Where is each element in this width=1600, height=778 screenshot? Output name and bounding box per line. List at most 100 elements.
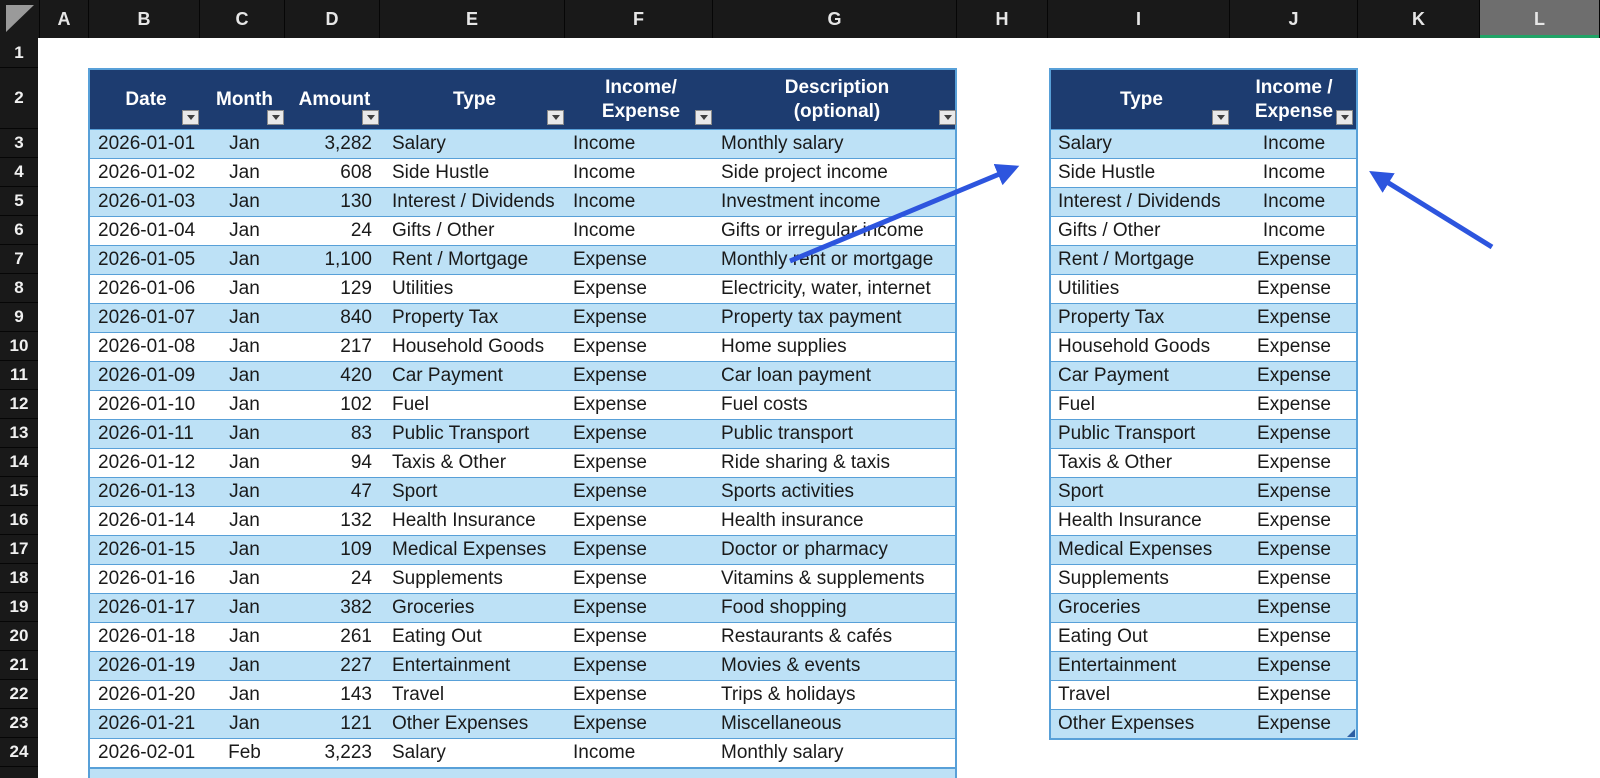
cell-date[interactable]: 2026-01-02 (98, 162, 196, 183)
cell-month[interactable]: Jan (229, 481, 260, 502)
cell-income-expense[interactable]: Expense (573, 307, 647, 328)
cell-income-expense[interactable]: Income (1262, 220, 1326, 241)
cell-amount[interactable]: 261 (340, 626, 372, 647)
cell-income-expense[interactable]: Expense (1257, 655, 1331, 676)
cell-date[interactable]: 2026-01-16 (98, 568, 196, 589)
row-header[interactable]: 18 (0, 564, 38, 593)
cell-income-expense[interactable]: Expense (1257, 568, 1331, 589)
column-header[interactable]: C (200, 0, 285, 38)
cell-date[interactable]: 2026-01-18 (98, 626, 196, 647)
cell-income-expense[interactable]: Income (573, 191, 636, 212)
column-header[interactable]: H (957, 0, 1048, 38)
cell-date[interactable]: 2026-01-14 (98, 510, 196, 531)
cell-amount[interactable]: 109 (340, 539, 372, 560)
row-header[interactable]: 5 (0, 187, 38, 216)
cell-type[interactable]: Taxis & Other (1058, 452, 1173, 473)
cell-amount[interactable]: 129 (340, 278, 372, 299)
cell-income-expense[interactable]: Income (1262, 133, 1326, 154)
cell-type[interactable]: Side Hustle (1058, 162, 1156, 183)
cell-amount[interactable]: 24 (350, 568, 372, 589)
cell-month[interactable]: Jan (229, 655, 260, 676)
cell-description[interactable]: Property tax payment (721, 307, 902, 328)
row-header[interactable]: 4 (0, 158, 38, 187)
cell-income-expense[interactable]: Expense (1257, 278, 1331, 299)
cell-amount[interactable]: 94 (350, 452, 372, 473)
cell-description[interactable]: Car loan payment (721, 365, 871, 386)
cell-description[interactable]: Miscellaneous (721, 713, 842, 734)
cell-type[interactable]: Health Insurance (1058, 510, 1202, 531)
cell-type[interactable]: Fuel (392, 394, 429, 415)
cell-description[interactable]: Gifts or irregular income (721, 220, 924, 241)
cell-date[interactable]: 2026-01-06 (98, 278, 196, 299)
cell-amount[interactable]: 227 (340, 655, 372, 676)
cell-description[interactable]: Sports activities (721, 481, 855, 502)
cell-description[interactable]: Monthly salary (721, 742, 844, 763)
filter-button-lookup-type[interactable] (1212, 110, 1229, 125)
cell-month[interactable]: Jan (229, 191, 260, 212)
cell-amount[interactable]: 143 (340, 684, 372, 705)
cell-type[interactable]: Salary (392, 742, 446, 763)
column-header[interactable]: I (1048, 0, 1230, 38)
column-header[interactable]: D (285, 0, 380, 38)
cell-income-expense[interactable]: Income (1262, 162, 1326, 183)
cell-type[interactable]: Property Tax (392, 307, 499, 328)
cell-month[interactable]: Jan (229, 220, 260, 241)
cell-date[interactable]: 2026-01-17 (98, 597, 196, 618)
filter-button-amount[interactable] (362, 110, 379, 125)
cell-income-expense[interactable]: Expense (573, 713, 647, 734)
cell-type[interactable]: Entertainment (1058, 655, 1177, 676)
row-header[interactable]: 14 (0, 448, 38, 477)
cell-type[interactable]: Gifts / Other (392, 220, 495, 241)
cell-income-expense[interactable]: Income (573, 742, 636, 763)
select-all-corner[interactable] (0, 0, 40, 38)
cell-type[interactable]: Interest / Dividends (1058, 191, 1221, 212)
row-header[interactable]: 17 (0, 535, 38, 564)
cell-month[interactable]: Feb (228, 742, 261, 763)
cell-description[interactable]: Restaurants & cafés (721, 626, 893, 647)
filter-button-lookup-income-expense[interactable] (1336, 110, 1353, 125)
row-header[interactable]: 20 (0, 622, 38, 651)
cell-type[interactable]: Car Payment (392, 365, 503, 386)
cell-type[interactable]: Taxis & Other (392, 452, 507, 473)
filter-button-income-expense[interactable] (695, 110, 712, 125)
column-header[interactable]: F (565, 0, 713, 38)
cell-type[interactable]: Other Expenses (392, 713, 529, 734)
cell-month[interactable]: Jan (229, 307, 260, 328)
cell-income-expense[interactable]: Expense (573, 626, 647, 647)
cell-income-expense[interactable]: Expense (573, 481, 647, 502)
cell-amount[interactable]: 102 (340, 394, 372, 415)
row-header[interactable]: 21 (0, 651, 38, 680)
cell-type[interactable]: Sport (1058, 481, 1104, 502)
cell-amount[interactable]: 130 (340, 191, 372, 212)
cell-description[interactable]: Public transport (721, 423, 854, 444)
row-header[interactable]: 22 (0, 680, 38, 709)
cell-income-expense[interactable]: Income (573, 133, 636, 154)
cell-amount[interactable]: 24 (350, 220, 372, 241)
cell-type[interactable]: Health Insurance (392, 510, 536, 531)
row-header[interactable]: 9 (0, 303, 38, 332)
row-header[interactable]: 1 (0, 38, 38, 68)
cell-type[interactable]: Other Expenses (1058, 713, 1195, 734)
cell-date[interactable]: 2026-01-20 (98, 684, 196, 705)
column-header[interactable]: L (1480, 0, 1600, 38)
cell-description[interactable]: Ride sharing & taxis (721, 452, 890, 473)
filter-button-month[interactable] (267, 110, 284, 125)
row-header[interactable]: 13 (0, 419, 38, 448)
cell-date[interactable]: 2026-01-12 (98, 452, 196, 473)
cell-description[interactable]: Health insurance (721, 510, 864, 531)
cell-type[interactable]: Fuel (1058, 394, 1095, 415)
cell-date[interactable]: 2026-01-11 (98, 423, 194, 444)
cell-month[interactable]: Jan (229, 249, 260, 270)
cell-amount[interactable]: 382 (340, 597, 372, 618)
cell-month[interactable]: Jan (229, 162, 260, 183)
cell-type[interactable]: Eating Out (1058, 626, 1148, 647)
cell-description[interactable]: Monthly salary (721, 133, 844, 154)
cell-date[interactable]: 2026-01-21 (98, 713, 196, 734)
cell-date[interactable]: 2026-01-05 (98, 249, 196, 270)
cell-amount[interactable]: 47 (350, 481, 372, 502)
row-header[interactable]: 7 (0, 245, 38, 274)
cell-date[interactable]: 2026-01-03 (98, 191, 196, 212)
cell-month[interactable]: Jan (229, 626, 260, 647)
cell-amount[interactable]: 420 (340, 365, 372, 386)
cell-income-expense[interactable]: Expense (573, 597, 647, 618)
